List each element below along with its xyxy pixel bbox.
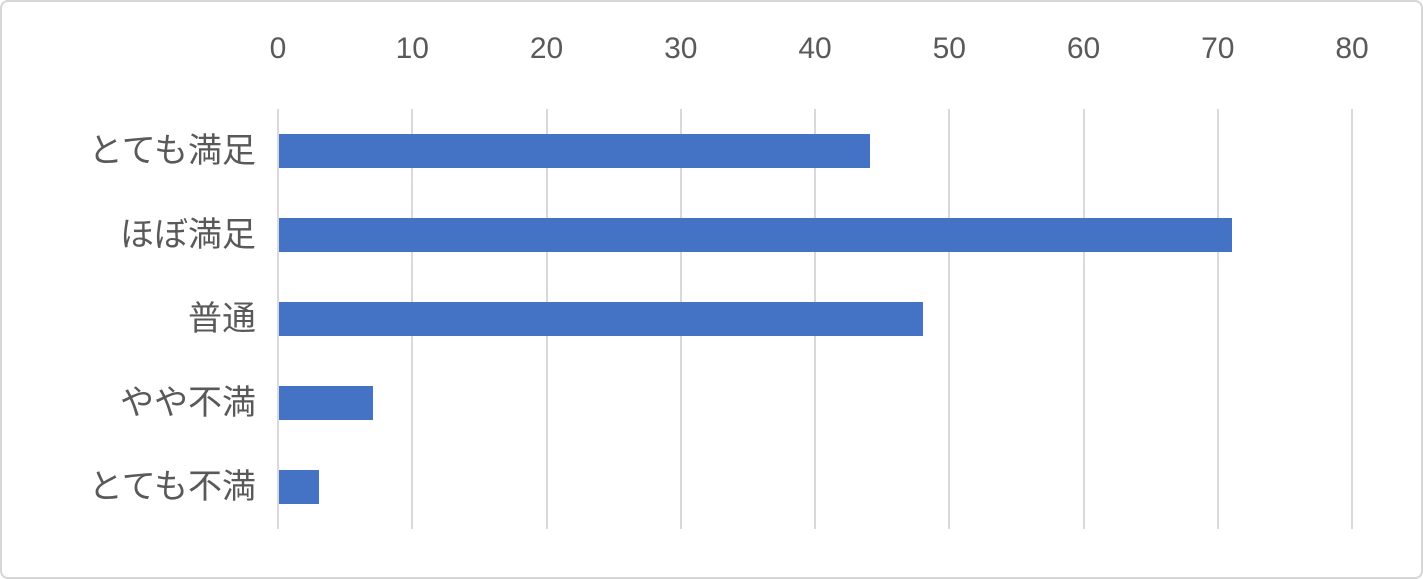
bar-4 <box>279 470 320 504</box>
x-tick-label-50: 50 <box>932 32 966 65</box>
gridline-80 <box>1351 109 1353 529</box>
gridline-60 <box>1082 109 1085 529</box>
bar-0 <box>279 134 870 168</box>
gridline-50 <box>948 109 951 529</box>
x-tick-label-80: 80 <box>1335 32 1369 65</box>
x-tick-label-70: 70 <box>1201 32 1235 65</box>
bar-3 <box>279 386 373 420</box>
x-tick-label-30: 30 <box>664 32 698 65</box>
gridline-0 <box>277 109 279 529</box>
category-label-2: 普通 <box>188 300 256 338</box>
x-tick-label-0: 0 <box>269 32 287 65</box>
category-label-1: ほぼ満足 <box>120 216 256 254</box>
x-tick-label-20: 20 <box>529 32 564 65</box>
bar-2 <box>279 302 924 336</box>
x-tick-label-40: 40 <box>798 32 832 65</box>
category-label-3: やや不満 <box>120 384 256 422</box>
x-tick-label-60: 60 <box>1066 32 1101 65</box>
gridline-70 <box>1216 109 1219 529</box>
category-label-0: とても満足 <box>88 132 256 170</box>
x-tick-label-10: 10 <box>395 32 429 65</box>
bar-1 <box>279 218 1233 252</box>
category-label-4: とても不満 <box>88 468 256 506</box>
